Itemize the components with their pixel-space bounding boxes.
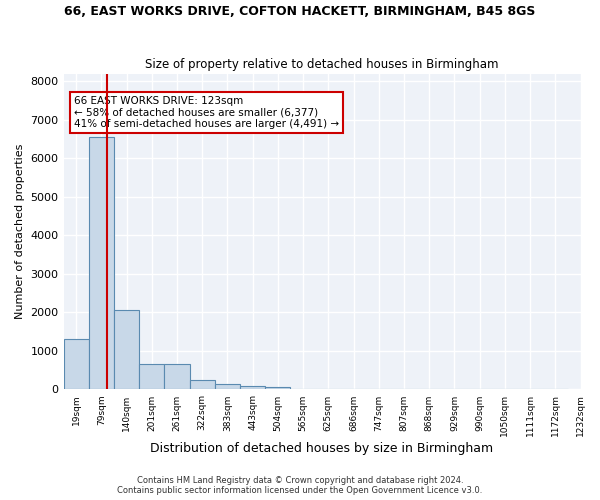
Bar xyxy=(190,380,215,390)
Bar xyxy=(240,386,265,390)
X-axis label: Distribution of detached houses by size in Birmingham: Distribution of detached houses by size … xyxy=(151,442,494,455)
Bar xyxy=(139,364,164,390)
Bar xyxy=(164,364,190,390)
Bar xyxy=(215,384,240,390)
Bar xyxy=(64,340,89,390)
Text: 66 EAST WORKS DRIVE: 123sqm
← 58% of detached houses are smaller (6,377)
41% of : 66 EAST WORKS DRIVE: 123sqm ← 58% of det… xyxy=(74,96,339,129)
Text: Contains HM Land Registry data © Crown copyright and database right 2024.
Contai: Contains HM Land Registry data © Crown c… xyxy=(118,476,482,495)
Y-axis label: Number of detached properties: Number of detached properties xyxy=(15,144,25,319)
Title: Size of property relative to detached houses in Birmingham: Size of property relative to detached ho… xyxy=(145,58,499,71)
Bar xyxy=(114,310,139,390)
Bar xyxy=(89,137,114,390)
Bar xyxy=(265,387,290,390)
Text: 66, EAST WORKS DRIVE, COFTON HACKETT, BIRMINGHAM, B45 8GS: 66, EAST WORKS DRIVE, COFTON HACKETT, BI… xyxy=(64,5,536,18)
